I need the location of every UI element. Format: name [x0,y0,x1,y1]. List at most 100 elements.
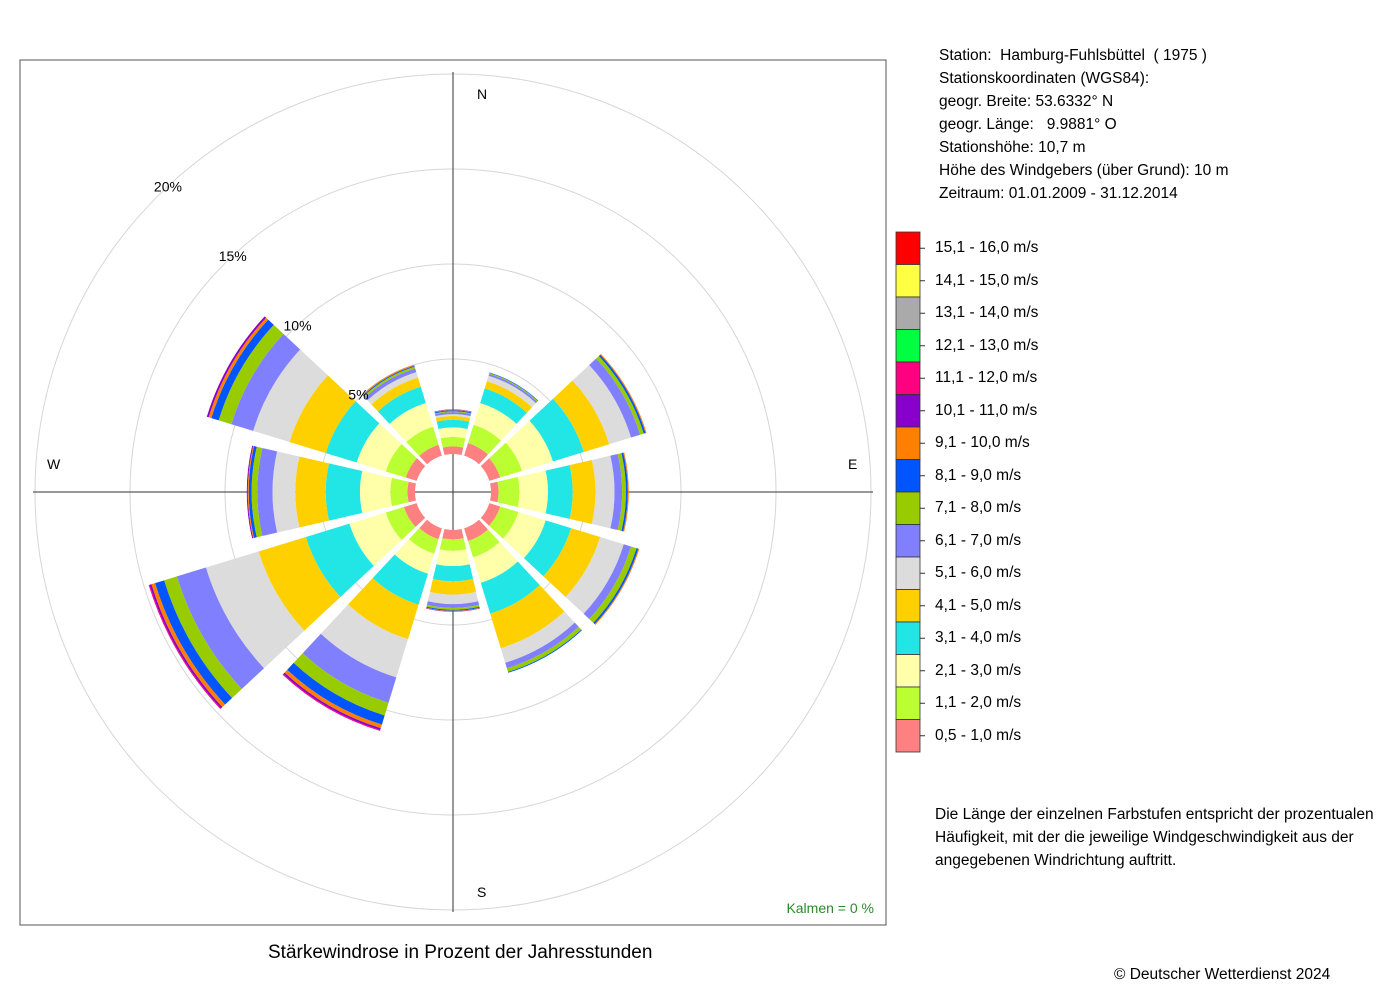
wedge-segment-0-9 [434,409,472,413]
wedge-segment-240-1 [385,506,416,540]
ring-labels: 5% 10% 15% 20% [154,178,369,402]
wedge-segment-330-0 [419,444,442,465]
compass-label-n: N [477,86,487,102]
legend-swatch [895,524,921,558]
wedge-segment-180-0 [442,529,464,540]
wedge-segment-180-3 [432,564,474,582]
wedge-segment-30-0 [464,442,488,465]
wedge-segment-90-8 [621,452,628,532]
wedge-segment-300-1 [385,444,417,478]
wedge-segment-210-5 [320,604,409,678]
legend-swatch [895,329,921,363]
compass-label-w: W [47,456,61,472]
wedge-segment-270-2 [359,471,392,513]
wedge-segment-270-9 [247,445,254,539]
compass-axes [33,72,873,912]
wedge-segment-90-5 [591,455,615,529]
legend-label: 0,5 - 1,0 m/s [935,726,1022,744]
legend-label: 13,1 - 14,0 m/s [935,304,1039,322]
wedge-segment-270-6 [257,447,278,537]
wedge-segment-60-5 [572,365,632,445]
wedge-segment-150-3 [480,561,540,614]
legend-swatch [895,654,921,688]
wedge-segment-240-9 [151,583,226,708]
wedge-segment-120-1 [489,506,519,539]
legend-label: 9,1 - 10,0 m/s [935,434,1030,452]
wedge-segment-180-8 [426,606,480,611]
wedge-segment-330-5 [367,372,419,405]
wedge-segment-270-8 [248,446,257,538]
wedge-segment-210-7 [293,653,389,716]
wedge-segment-300-3 [325,401,380,463]
wedge-segment-120-5 [565,536,624,614]
wedge-segment-180-7 [426,604,480,610]
legend-label: 8,1 - 9,0 m/s [935,466,1022,484]
wedge-segment-330-6 [364,368,417,401]
legend-label: 5,1 - 6,0 m/s [935,564,1022,582]
wedge-segment-300-7 [218,324,284,425]
wedge-segment-30-3 [480,388,527,424]
legend-swatch [895,621,921,655]
wedge-segment-30-2 [473,402,517,441]
sensor-height: Höhe des Windgebers (über Grund): 10 m [939,162,1229,179]
wedge-segment-300-8 [211,319,274,421]
wedge-segment-180-10 [426,608,480,612]
compass-label-e: E [848,456,857,472]
wedge-segment-300-9 [208,317,269,419]
description-text: Die Länge der einzelnen Farbstufen entsp… [935,806,1374,869]
wedge-segment-210-6 [302,633,397,703]
wedge-segment-60-3 [529,398,584,462]
legend-swatch [895,686,921,720]
windrose-wedges [148,316,647,731]
wedge-segment-270-7 [251,446,263,538]
station-info: Station: Hamburg-Fuhlsbüttel ( 1975 ) St… [939,44,1228,205]
wedge-segment-210-2 [394,539,435,574]
wedge-segment-90-1 [497,477,520,507]
wedge-segment-0-3 [436,419,470,430]
wedge-segment-270-10 [246,445,254,539]
wedge-segment-270-4 [295,456,329,528]
legend-swatch [895,426,921,460]
wedge-segment-150-0 [464,519,488,542]
legend-swatch [895,231,921,265]
wedge-segment-240-3 [305,523,374,597]
wedge-segment-90-4 [569,459,596,525]
wedge-segment-60-6 [589,358,641,438]
wedge-segment-150-6 [505,622,579,669]
wedge-segment-240-7 [164,576,242,699]
wedge-segment-60-0 [480,458,501,481]
legend-swatch [895,361,921,395]
wedge-segment-0-4 [435,416,471,422]
wedge-segment-300-5 [253,349,328,443]
wedge-segment-0-7 [434,411,472,415]
wedge-segment-180-9 [426,607,480,612]
wedge-segment-120-2 [503,511,546,559]
legend-swatch [895,296,921,330]
legend-swatch [895,589,921,623]
legend-swatch [895,394,921,428]
wedge-segment-150-5 [500,611,575,663]
wedge-segment-0-0 [442,446,464,455]
wedge-segment-90-0 [490,481,499,503]
ring-label: 15% [219,248,247,264]
wedge-segment-120-7 [589,546,637,623]
legend-label: 7,1 - 8,0 m/s [935,499,1022,517]
station-latitude: geogr. Breite: 53.6332° N [939,93,1114,110]
wedge-segment-150-7 [506,626,582,672]
legend-label: 2,1 - 3,0 m/s [935,661,1022,679]
wedge-segment-180-1 [439,538,467,551]
ring-label: 5% [348,387,368,403]
legend-label: 1,1 - 2,0 m/s [935,694,1022,712]
wedge-segment-330-4 [371,377,421,412]
wedge-segment-60-4 [553,380,610,453]
calm-label: Kalmen = 0 % [786,900,874,916]
wedge-segment-90-6 [610,453,623,531]
wedge-segment-240-2 [349,512,402,566]
wedge-segment-210-8 [287,662,385,725]
wedge-segment-240-8 [155,580,233,705]
station-height: Stationshöhe: 10,7 m [939,139,1086,156]
wedge-segment-120-0 [480,503,501,526]
legend-swatch [895,556,921,590]
wedge-segment-60-7 [596,355,644,435]
